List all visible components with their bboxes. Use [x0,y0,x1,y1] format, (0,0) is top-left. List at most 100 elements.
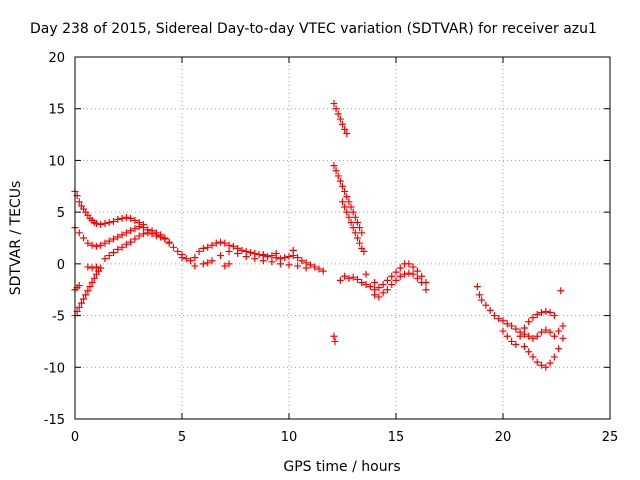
data-point [161,235,169,243]
data-point [191,254,199,262]
data-point [503,332,511,340]
data-point [234,250,242,258]
data-point [311,263,319,271]
data-point [118,231,126,239]
data-point [529,353,537,361]
data-point [148,230,156,238]
data-point [533,358,541,366]
data-point [341,125,349,133]
data-point [298,257,306,265]
x-tick-label: 5 [178,430,186,445]
data-point [341,187,349,195]
data-point [409,263,417,271]
data-point [490,312,498,320]
data-point [503,320,511,328]
series-track-outlier [330,332,339,345]
data-point [343,208,351,216]
data-point [356,239,364,247]
data-point [349,208,357,216]
data-point [508,322,516,330]
data-point [90,274,98,282]
data-point [358,278,366,286]
series-track-main [178,238,327,275]
data-point [131,235,139,243]
data-point [343,193,351,201]
data-point [360,247,368,255]
data-point [122,229,130,237]
data-point [110,248,118,256]
data-point [272,250,280,258]
data-point [88,278,96,286]
y-tick-label: 20 [48,51,65,66]
data-point [486,306,494,314]
data-point [208,241,216,249]
data-point [80,234,88,242]
y-tick-label: 0 [57,258,65,273]
data-point [114,215,122,223]
data-point [221,262,229,270]
data-point [139,224,147,232]
data-point [101,239,109,247]
data-point [97,221,105,229]
data-point [199,244,207,252]
data-point [302,264,310,272]
data-point [538,308,546,316]
data-point [105,237,113,245]
data-point [135,223,143,231]
y-tick-label: -15 [44,413,65,428]
data-point [114,245,122,253]
data-point [315,265,323,273]
data-point [268,258,276,266]
series-track-rise [71,229,186,320]
data-point [127,238,135,246]
data-point [409,270,417,278]
data-point [204,259,212,267]
data-point [405,269,413,277]
series-track-noon-upper [330,100,351,138]
data-point [157,233,165,241]
data-point [358,229,366,237]
data-point [392,276,400,284]
data-point [499,327,507,335]
data-point [557,287,565,295]
data-point [413,274,421,282]
data-point [336,177,344,185]
x-tick-label: 25 [602,430,619,445]
data-point [550,332,558,340]
data-point [555,345,563,353]
data-point [131,216,139,224]
data-point [306,261,314,269]
data-point [546,359,554,367]
data-point [135,232,143,240]
data-point [520,330,528,338]
data-point [371,291,379,299]
data-point [375,284,383,292]
x-tick-label: 10 [281,430,298,445]
data-point [508,337,516,345]
data-point [362,270,370,278]
data-point [97,264,105,272]
data-point [259,251,267,259]
data-point [550,353,558,361]
data-point [499,317,507,325]
data-point [362,281,370,289]
data-point [332,167,340,175]
data-point [538,328,546,336]
series-track-evening [473,283,567,371]
data-point [388,272,396,280]
data-point [152,232,160,240]
data-point [341,203,349,211]
data-point [371,278,379,286]
data-point [242,253,250,261]
data-point [246,248,254,256]
data-point [110,235,118,243]
data-point [204,243,212,251]
data-point [401,270,409,278]
data-point [478,296,486,304]
data-point [105,218,113,226]
data-point [353,234,361,242]
data-point [331,337,339,345]
data-point [84,239,92,247]
data-point [366,283,374,291]
data-point [351,229,359,237]
